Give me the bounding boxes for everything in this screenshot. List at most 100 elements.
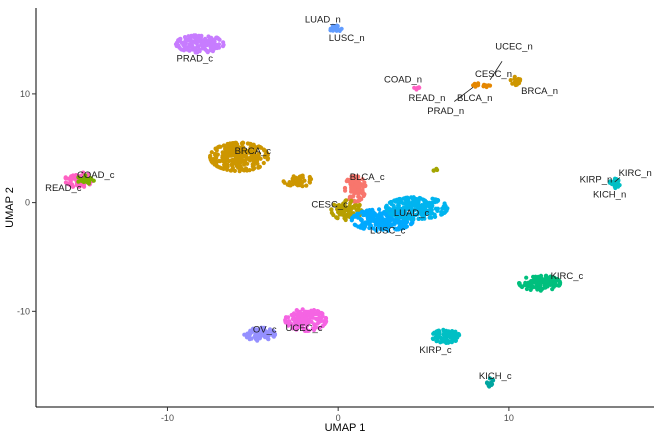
cluster-label: CESC_n (475, 69, 512, 80)
cluster-OV_c (242, 325, 278, 343)
point-PRAD_c (208, 48, 213, 53)
cluster-label: COAD_n (384, 74, 422, 85)
point-LUAD_c (401, 196, 406, 201)
point-BLCA_c (360, 177, 365, 182)
y-axis-ticks: -10 0 10 (17, 89, 36, 316)
cluster-label: LUSC_n (329, 33, 365, 44)
point-LUAD_c (419, 212, 424, 217)
point-BRCA_c (238, 163, 243, 168)
cluster-label: OV_c (253, 324, 277, 335)
point-BRCA_c (232, 168, 237, 173)
point-LUAD_n (335, 27, 341, 32)
point-OV_c (250, 326, 256, 331)
point-KIRP_c (457, 333, 462, 338)
point-BRCA_c (233, 159, 238, 164)
point-PRAD_c (197, 49, 202, 54)
point-BLCA_c (353, 179, 358, 184)
point-BRCA_c (217, 144, 222, 149)
point-LUSC_c (385, 215, 390, 220)
cluster-label: LUAD_c (394, 208, 430, 219)
point-OV_c (255, 331, 261, 336)
cluster-extra_green (431, 166, 440, 173)
point-KIRP_c (453, 338, 458, 343)
point-KIRP_c (442, 332, 447, 338)
point-UCEC_c (317, 326, 322, 331)
point-KIRC_c (534, 282, 539, 287)
point-CESC_c (352, 203, 357, 208)
y-tick-label: -10 (17, 306, 30, 316)
point-BLCA_n (487, 83, 493, 88)
point-KIRP_c (434, 339, 439, 344)
cluster-KIRC_n (607, 176, 622, 191)
point-BRCA_n (510, 81, 515, 86)
point-LUSC_c (375, 218, 380, 223)
point-LUAD_c (429, 215, 434, 220)
cluster-label: KICH_c (479, 371, 512, 382)
point-PRAD_c (198, 35, 204, 40)
point-CESC_c (343, 198, 349, 203)
point-LUAD_c (389, 199, 394, 205)
point-PRAD_c (182, 45, 187, 50)
point-BRCA_c (231, 141, 236, 146)
point-KIRP_c (449, 332, 454, 337)
point-UCEC_c (302, 319, 308, 324)
point-BRCA_c (227, 145, 232, 150)
point-CESC_c (331, 202, 337, 207)
point-KIRC_c (536, 274, 541, 279)
point-OV_c (242, 332, 247, 337)
point-BRCA_c (262, 148, 267, 153)
point-BRCA_c (221, 143, 226, 148)
point-UCEC_c (292, 323, 297, 328)
point-LUSC_c (378, 211, 383, 216)
point-KIRC_c (548, 282, 553, 287)
point-UCEC_c (302, 310, 307, 315)
point-BRCA_c (242, 159, 247, 164)
y-axis-title: UMAP 2 (4, 187, 16, 228)
point-CESC_c (354, 208, 359, 213)
point-COAD_c (82, 184, 87, 189)
point-OV_c (249, 336, 254, 341)
point-KIRP_c (431, 336, 436, 342)
point-LUAD_c (424, 211, 429, 216)
point-CESC_c (357, 202, 362, 208)
point-LUSC_c (370, 207, 375, 212)
point-KICH_c (491, 378, 496, 383)
point-LUSC_c (366, 208, 371, 213)
point-PRAD_c (212, 39, 217, 44)
point-LUSC_c (392, 218, 397, 224)
point-LUAD_c (390, 212, 395, 217)
point-CESC_c (341, 211, 346, 216)
leader-line (489, 61, 503, 80)
point-PRAD_c (186, 34, 191, 39)
cluster-label: PRAD_c (177, 54, 214, 65)
point-BRCA_c (248, 155, 254, 160)
point-PRAD_c (208, 37, 213, 42)
point-BLCA_n (473, 84, 478, 89)
leader-line (454, 87, 474, 102)
cluster-label: PRAD_n (427, 106, 464, 117)
point-BRCA_c_2 (299, 174, 304, 179)
cluster-LUAD_c (383, 195, 450, 221)
point-PRAD_c (214, 43, 219, 48)
point-PRAD_c (210, 45, 216, 50)
cluster-label: KIRP_n (580, 174, 613, 185)
point-BLCA_c (351, 186, 357, 191)
point-BLCA_c (343, 188, 348, 193)
point-LUSC_c (349, 217, 354, 222)
point-BLCA_c (350, 176, 355, 181)
point-KIRC_c (517, 283, 523, 288)
cluster-label: CESC_c (311, 199, 348, 210)
point-KIRC_n (615, 181, 620, 186)
point-LUAD_n (335, 24, 340, 29)
point-LUAD_c (402, 207, 408, 212)
point-KIRC_n (616, 184, 621, 189)
point-LUSC_c (402, 219, 407, 224)
point-LUAD_c (423, 205, 428, 210)
cluster-KIRC_c (517, 273, 563, 293)
point-BRCA_c_2 (304, 183, 309, 188)
point-LUAD_c (427, 204, 432, 209)
point-LUAD_n (339, 26, 344, 31)
point-KIRC_c (557, 278, 562, 283)
point-PRAD_c (190, 39, 195, 45)
y-tick-label: 10 (20, 89, 30, 99)
